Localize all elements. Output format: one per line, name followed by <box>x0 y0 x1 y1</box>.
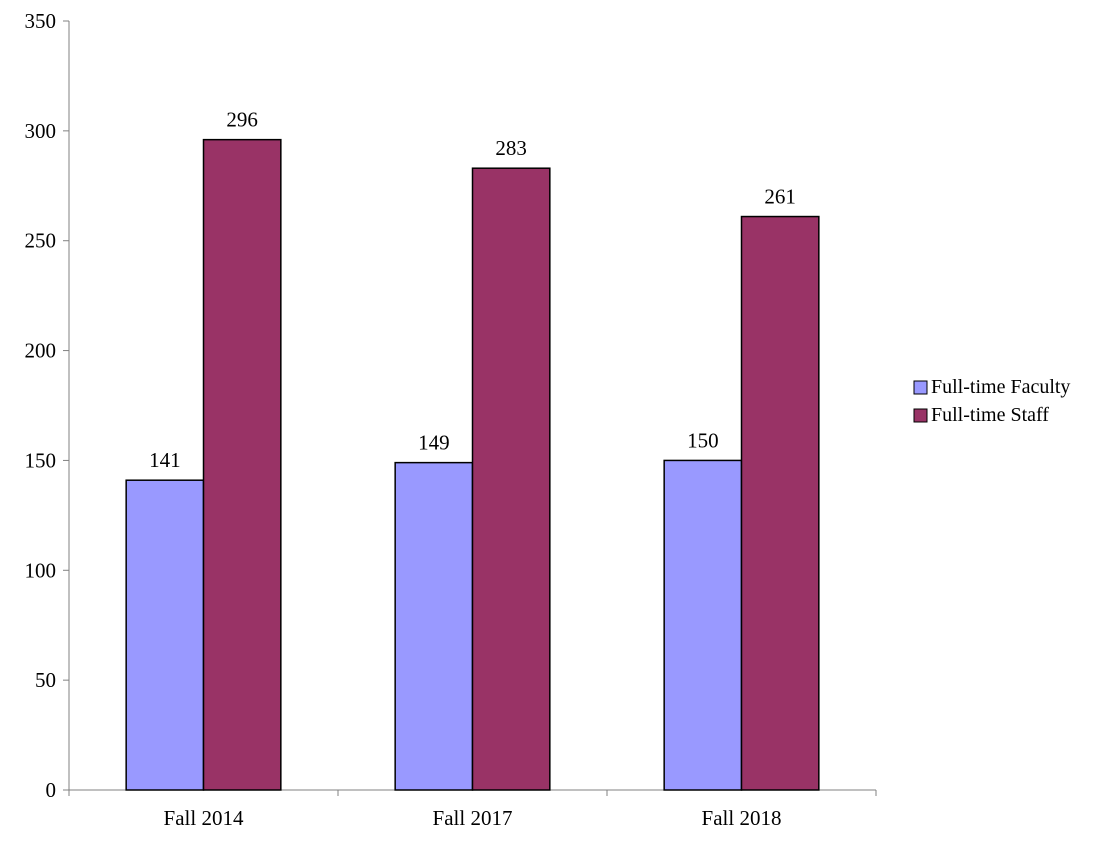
data-label: 283 <box>495 136 527 160</box>
y-tick-label: 250 <box>25 229 57 253</box>
y-tick-label: 300 <box>25 119 57 143</box>
data-label: 150 <box>687 428 719 452</box>
legend-label-0: Full-time Faculty <box>931 376 1070 398</box>
bar-faculty-2 <box>663 459 743 791</box>
legend: Full-time Faculty Full-time Staff <box>913 376 1070 426</box>
bar-staff-2 <box>740 215 820 791</box>
bar-faculty-0 <box>125 479 205 791</box>
bar-faculty-1 <box>394 461 474 791</box>
legend-swatch-1 <box>913 408 928 423</box>
x-tick-label: Fall 2014 <box>164 806 244 830</box>
legend-label-1: Full-time Staff <box>931 404 1049 426</box>
data-label: 149 <box>418 431 450 455</box>
legend-swatch-0 <box>913 380 928 395</box>
bar-staff-0 <box>202 138 282 791</box>
y-tick-label: 50 <box>35 668 56 692</box>
y-tick-label: 150 <box>25 448 57 472</box>
data-labels: 141 296 149 283 150 261 <box>149 108 796 473</box>
y-tick-label: 350 <box>25 9 57 33</box>
data-label: 141 <box>149 448 181 472</box>
y-tick-label: 0 <box>46 778 57 802</box>
y-tick-label: 200 <box>25 339 57 363</box>
bars <box>125 138 820 791</box>
axes: 0 50 100 150 200 250 300 350 Fall 2014 Fall 2017 F… <box>25 9 877 830</box>
x-tick-label: Fall 2017 <box>433 806 513 830</box>
y-tick-label: 100 <box>25 558 57 582</box>
x-tick-label: Fall 2018 <box>702 806 782 830</box>
data-label: 296 <box>226 108 258 132</box>
data-label: 261 <box>764 185 796 209</box>
bar-staff-1 <box>471 167 551 791</box>
